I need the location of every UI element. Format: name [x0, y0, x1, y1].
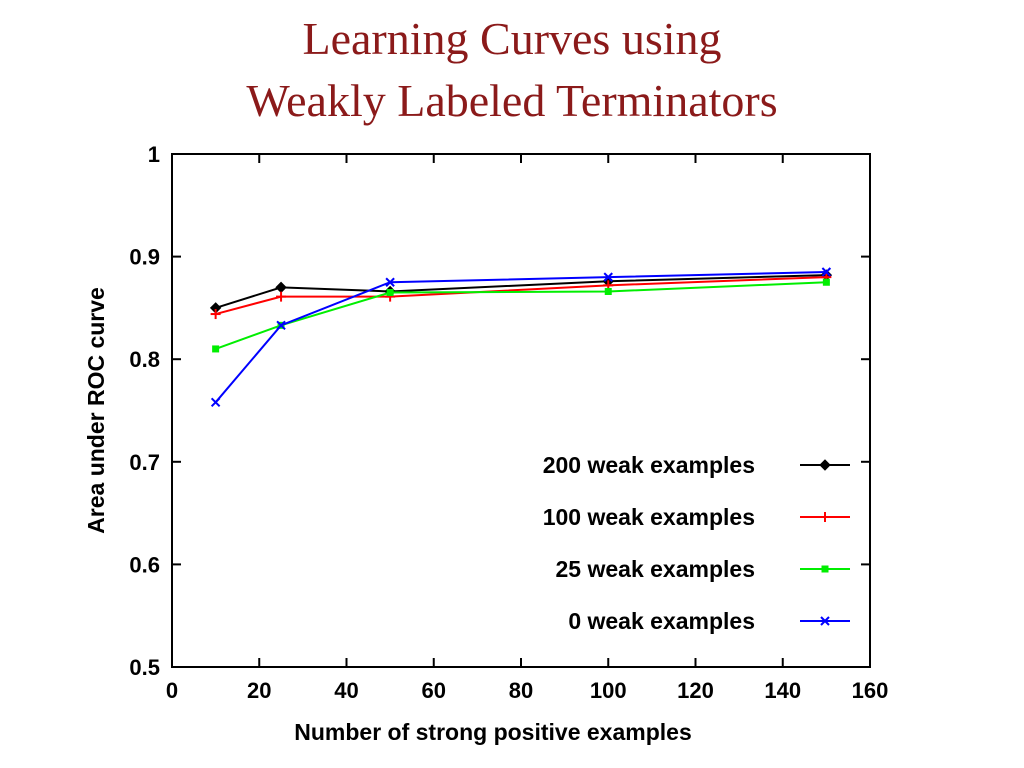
- legend-marker-1: [820, 512, 830, 522]
- data-point-s2-0: [212, 345, 220, 353]
- data-point-s3-1: [276, 320, 286, 331]
- legend-label-1: 100 weak examples: [543, 504, 755, 530]
- data-point-s3-4: [821, 267, 832, 277]
- legend-label-2: 25 weak examples: [556, 556, 755, 582]
- legend-label-3: 0 weak examples: [568, 608, 755, 634]
- x-tick-label: 100: [590, 678, 627, 703]
- y-tick-label: 0.7: [129, 450, 160, 475]
- slide-title-line-1: Learning Curves using: [302, 13, 722, 64]
- legend-marker-2: [821, 565, 829, 573]
- legend-marker-0: [819, 459, 831, 471]
- data-point-s1-1: [276, 291, 287, 302]
- y-axis-label: Area under ROC curve: [83, 287, 109, 534]
- y-tick-label: 0.9: [129, 245, 160, 270]
- y-tick-label: 0.8: [129, 347, 160, 372]
- data-point-s0-1: [275, 281, 287, 294]
- data-point-s2-2: [386, 289, 394, 297]
- x-tick-label: 80: [509, 678, 533, 703]
- legend-marker-3: [820, 616, 830, 626]
- plot-frame: [171, 153, 871, 668]
- slide-title-line-2: Weakly Labeled Terminators: [246, 75, 778, 126]
- slide-title: Learning Curves using Weakly Labeled Ter…: [0, 8, 1024, 132]
- y-tick-label: 0.5: [129, 655, 160, 680]
- x-tick-label: 40: [334, 678, 358, 703]
- legend-label-0: 200 weak examples: [543, 452, 755, 478]
- data-point-s3-3: [603, 272, 613, 282]
- data-point-s3-2: [385, 277, 395, 287]
- x-tick-label: 20: [247, 678, 271, 703]
- legend: 200 weak examples 100 weak examples 25 wea…: [543, 452, 850, 634]
- y-tick-label: 1: [148, 142, 160, 167]
- x-tick-label: 160: [852, 678, 889, 703]
- data-point-s2-4: [822, 278, 830, 286]
- x-tick-label: 60: [422, 678, 446, 703]
- x-axis-label: Number of strong positive examples: [294, 719, 691, 745]
- y-tick-label: 0.6: [129, 552, 160, 577]
- x-tick-label: 140: [764, 678, 801, 703]
- x-tick-label: 120: [677, 678, 714, 703]
- series-line-1: [215, 276, 827, 316]
- data-point-s1-0: [210, 309, 221, 320]
- data-point-s3-0: [210, 397, 221, 407]
- data-point-s2-3: [604, 287, 612, 295]
- x-tick-label: 0: [166, 678, 178, 703]
